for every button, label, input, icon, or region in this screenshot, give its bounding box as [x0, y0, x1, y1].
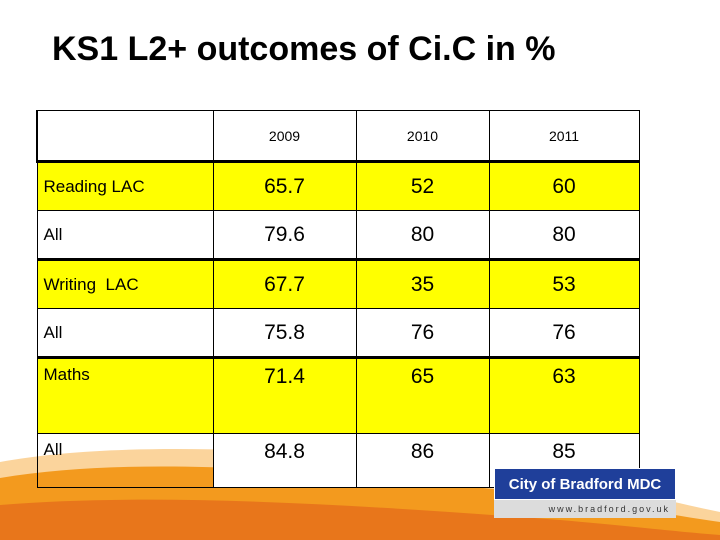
logo-name: City of Bradford MDC — [494, 468, 676, 500]
header-2011: 2011 — [488, 110, 640, 162]
row-label: All — [36, 308, 214, 358]
cell-value: 71.4 — [212, 357, 357, 434]
row-label: All — [36, 433, 214, 488]
cell-value: 60 — [488, 161, 640, 211]
table-row: Maths 71.4 65 63 — [36, 357, 640, 434]
table-row: Reading LAC 65.7 52 60 — [36, 161, 640, 211]
row-label: Reading LAC — [36, 161, 214, 211]
cell-value: 76 — [488, 308, 640, 358]
table-header-row: 2009 2010 2011 — [36, 110, 640, 162]
cell-value: 75.8 — [212, 308, 357, 358]
cell-value: 52 — [355, 161, 490, 211]
cell-value: 84.8 — [212, 433, 357, 488]
logo-url: www.bradford.gov.uk — [494, 500, 676, 518]
cell-value: 53 — [488, 259, 640, 309]
page-title: KS1 L2+ outcomes of Ci.C in % — [52, 30, 556, 68]
row-label: Writing LAC — [36, 259, 214, 309]
cell-value: 65 — [355, 357, 490, 434]
cell-value: 63 — [488, 357, 640, 434]
cell-value: 76 — [355, 308, 490, 358]
cell-value: 86 — [355, 433, 490, 488]
cell-value: 79.6 — [212, 210, 357, 260]
cell-value: 80 — [355, 210, 490, 260]
outcomes-table: 2009 2010 2011 Reading LAC 65.7 52 60 Al… — [36, 110, 640, 488]
table-row: All 75.8 76 76 — [36, 308, 640, 358]
header-blank-cell — [36, 110, 214, 162]
row-label: Maths — [36, 357, 214, 434]
table-row: All 79.6 80 80 — [36, 210, 640, 260]
bradford-logo: City of Bradford MDC www.bradford.gov.uk — [494, 468, 676, 518]
cell-value: 67.7 — [212, 259, 357, 309]
cell-value: 80 — [488, 210, 640, 260]
table-row: Writing LAC 67.7 35 53 — [36, 259, 640, 309]
row-label: All — [36, 210, 214, 260]
header-2010: 2010 — [355, 110, 490, 162]
cell-value: 35 — [355, 259, 490, 309]
header-2009: 2009 — [212, 110, 357, 162]
cell-value: 65.7 — [212, 161, 357, 211]
